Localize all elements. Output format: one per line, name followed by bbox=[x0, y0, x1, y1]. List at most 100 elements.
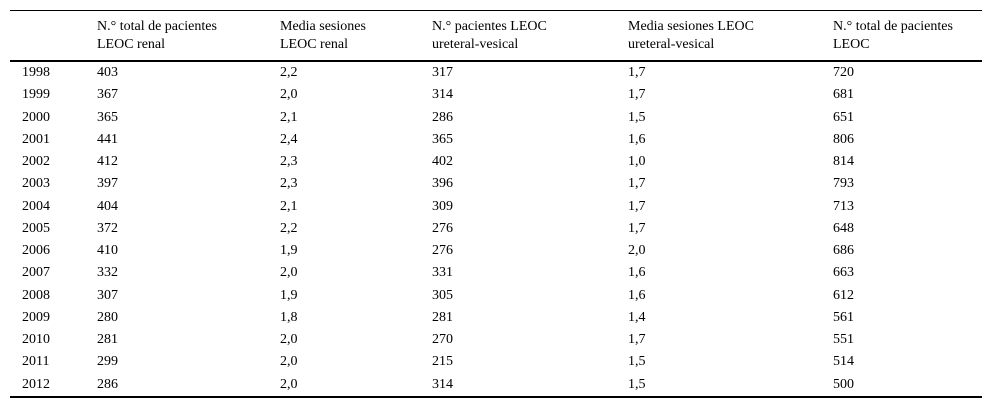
year-cell: 2000 bbox=[22, 109, 50, 125]
value-cell: 309 bbox=[432, 198, 453, 214]
table-row: 2007 332 2,0 331 1,6 663 bbox=[10, 262, 982, 284]
year-cell: 2008 bbox=[22, 287, 50, 303]
header-line: ureteral-vesical bbox=[432, 37, 519, 52]
header-line: N.° pacientes LEOC bbox=[432, 19, 547, 34]
table-row: 2002 412 2,3 402 1,0 814 bbox=[10, 151, 982, 173]
table-row: 2003 397 2,3 396 1,7 793 bbox=[10, 173, 982, 195]
year-cell: 2012 bbox=[22, 376, 50, 392]
value-cell: 2,3 bbox=[280, 154, 298, 169]
leoc-results-table: N.° total de pacientes LEOC renal Media … bbox=[10, 10, 982, 398]
value-cell: 2,0 bbox=[628, 243, 646, 258]
value-cell: 514 bbox=[833, 354, 854, 370]
header-line: LEOC renal bbox=[280, 37, 349, 52]
value-cell: 372 bbox=[97, 220, 118, 236]
header-line: LEOC bbox=[833, 37, 870, 52]
value-cell: 2,1 bbox=[280, 198, 298, 214]
header-total-pacientes-leoc: N.° total de pacientes LEOC bbox=[833, 11, 982, 62]
value-cell: 396 bbox=[432, 176, 453, 192]
value-cell: 612 bbox=[833, 287, 854, 303]
value-cell: 365 bbox=[97, 109, 118, 125]
value-cell: 793 bbox=[833, 176, 854, 192]
value-cell: 814 bbox=[833, 154, 854, 169]
year-cell: 1999 bbox=[22, 87, 50, 103]
value-cell: 1,7 bbox=[628, 65, 646, 80]
value-cell: 561 bbox=[833, 309, 854, 325]
value-cell: 713 bbox=[833, 198, 854, 214]
value-cell: 215 bbox=[432, 354, 453, 370]
value-cell: 2,2 bbox=[280, 65, 298, 80]
value-cell: 2,1 bbox=[280, 109, 298, 125]
year-cell: 2007 bbox=[22, 265, 50, 281]
value-cell: 2,0 bbox=[280, 265, 298, 281]
year-cell: 2002 bbox=[22, 154, 50, 169]
header-line: Media sesiones LEOC bbox=[628, 19, 754, 34]
table-row: 2009 280 1,8 281 1,4 561 bbox=[10, 307, 982, 329]
value-cell: 397 bbox=[97, 176, 118, 192]
value-cell: 1,7 bbox=[628, 220, 646, 236]
header-pacientes-leoc-ureteral-vesical: N.° pacientes LEOC ureteral-vesical bbox=[432, 11, 628, 62]
value-cell: 331 bbox=[432, 265, 453, 281]
value-cell: 500 bbox=[833, 376, 854, 392]
value-cell: 276 bbox=[432, 220, 453, 236]
value-cell: 2,2 bbox=[280, 220, 298, 236]
table-row: 2011 299 2,0 215 1,5 514 bbox=[10, 351, 982, 373]
year-cell: 2004 bbox=[22, 198, 50, 214]
header-media-sesiones-leoc-renal: Media sesiones LEOC renal bbox=[280, 11, 432, 62]
value-cell: 1,9 bbox=[280, 243, 298, 258]
value-cell: 1,0 bbox=[628, 154, 646, 169]
value-cell: 402 bbox=[432, 154, 453, 169]
table-row: 2004 404 2,1 309 1,7 713 bbox=[10, 196, 982, 218]
value-cell: 686 bbox=[833, 243, 854, 258]
value-cell: 1,6 bbox=[628, 131, 646, 147]
value-cell: 551 bbox=[833, 332, 854, 347]
value-cell: 403 bbox=[97, 65, 118, 80]
header-line: N.° total de pacientes bbox=[833, 19, 953, 34]
value-cell: 270 bbox=[432, 332, 453, 347]
value-cell: 2,0 bbox=[280, 354, 298, 370]
value-cell: 280 bbox=[97, 309, 118, 325]
value-cell: 806 bbox=[833, 131, 854, 147]
value-cell: 1,6 bbox=[628, 287, 646, 303]
value-cell: 651 bbox=[833, 109, 854, 125]
value-cell: 1,5 bbox=[628, 109, 646, 125]
year-cell: 2003 bbox=[22, 176, 50, 192]
year-cell: 2001 bbox=[22, 131, 50, 147]
value-cell: 1,7 bbox=[628, 332, 646, 347]
value-cell: 1,8 bbox=[280, 309, 298, 325]
header-row: N.° total de pacientes LEOC renal Media … bbox=[10, 11, 982, 62]
value-cell: 314 bbox=[432, 376, 453, 392]
value-cell: 367 bbox=[97, 87, 118, 103]
value-cell: 1,7 bbox=[628, 87, 646, 103]
value-cell: 299 bbox=[97, 354, 118, 370]
value-cell: 663 bbox=[833, 265, 854, 281]
table-row: 2005 372 2,2 276 1,7 648 bbox=[10, 218, 982, 240]
value-cell: 1,9 bbox=[280, 287, 298, 303]
value-cell: 332 bbox=[97, 265, 118, 281]
value-cell: 410 bbox=[97, 243, 118, 258]
year-cell: 2009 bbox=[22, 309, 50, 325]
header-line: Media sesiones bbox=[280, 19, 366, 34]
header-line: N.° total de pacientes bbox=[97, 19, 217, 34]
value-cell: 281 bbox=[97, 332, 118, 347]
header-line: LEOC renal bbox=[97, 37, 166, 52]
value-cell: 365 bbox=[432, 131, 453, 147]
value-cell: 404 bbox=[97, 198, 118, 214]
value-cell: 2,0 bbox=[280, 332, 298, 347]
value-cell: 1,7 bbox=[628, 198, 646, 214]
header-media-sesiones-leoc-ureteral-vesical: Media sesiones LEOC ureteral-vesical bbox=[628, 11, 833, 62]
year-cell: 2006 bbox=[22, 243, 50, 258]
year-cell: 2010 bbox=[22, 332, 50, 347]
table-body: 1998 403 2,2 317 1,7 720 1999 367 2,0 314 1,7 681 20… bbox=[10, 61, 982, 397]
value-cell: 305 bbox=[432, 287, 453, 303]
table-row: 2006 410 1,9 276 2,0 686 bbox=[10, 240, 982, 262]
year-cell: 2005 bbox=[22, 220, 50, 236]
value-cell: 286 bbox=[97, 376, 118, 392]
table-row: 2008 307 1,9 305 1,6 612 bbox=[10, 285, 982, 307]
value-cell: 2,4 bbox=[280, 131, 298, 147]
value-cell: 412 bbox=[97, 154, 118, 169]
value-cell: 1,4 bbox=[628, 309, 646, 325]
value-cell: 314 bbox=[432, 87, 453, 103]
value-cell: 441 bbox=[97, 131, 118, 147]
value-cell: 2,0 bbox=[280, 87, 298, 103]
